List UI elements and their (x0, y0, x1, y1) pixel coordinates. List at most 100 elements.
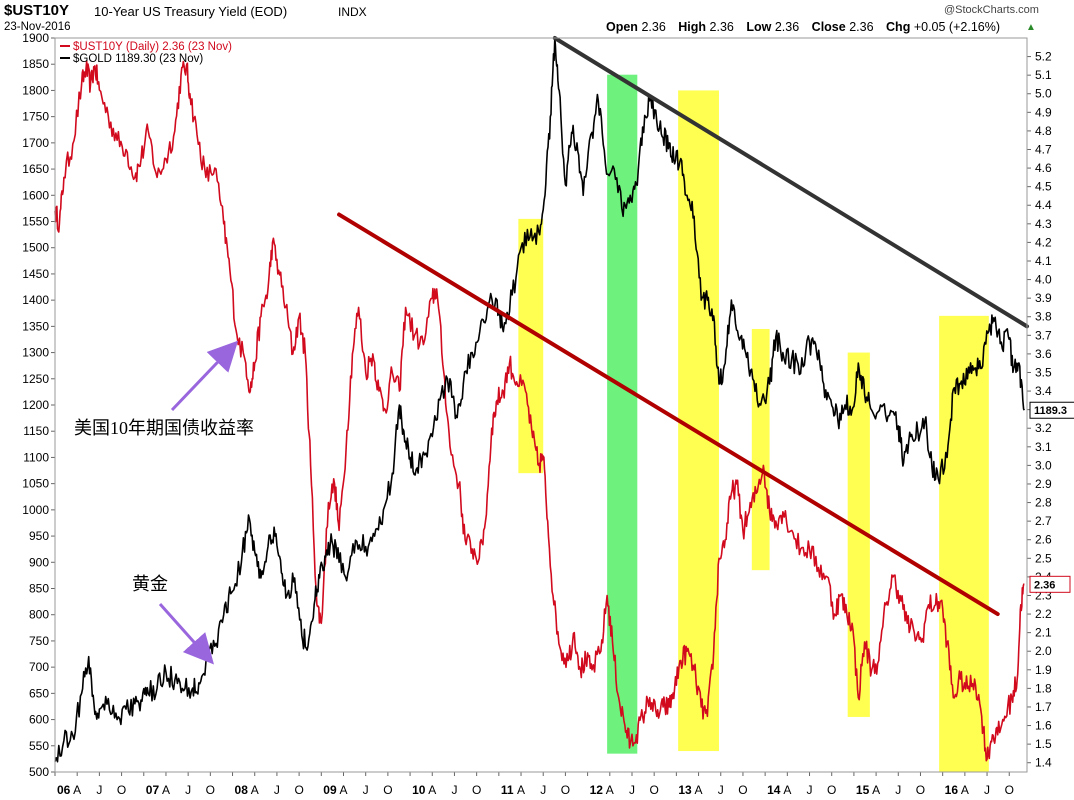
right-axis-tick-label: 4.8 (1035, 124, 1052, 138)
left-axis-tick-label: 1100 (23, 450, 49, 464)
stockcharts-credit[interactable]: @StockCharts.com (944, 4, 1039, 16)
x-axis-tick-label: A (73, 783, 81, 797)
left-axis-tick-label: 950 (29, 529, 49, 543)
x-axis-tick-label: J (451, 783, 457, 797)
low-label: Low (746, 20, 772, 34)
highlight-band-yellow (518, 218, 544, 474)
right-axis-tick-label: 4.5 (1035, 180, 1052, 194)
x-axis-tick-label: J (185, 783, 191, 797)
left-axis-tick-label: 1700 (22, 136, 49, 150)
left-axis-tick-label: 600 (29, 713, 49, 727)
highlight-band-yellow (678, 90, 719, 752)
gold-line (54, 37, 1025, 763)
plot-frame (54, 37, 1028, 773)
chg-label: Chg (886, 20, 911, 34)
yield-annotation-label: 美国10年期国债收益率 (74, 414, 254, 440)
yield-last-value-tag (1029, 575, 1071, 593)
right-axis-tick-label: 4.7 (1035, 142, 1052, 156)
left-axis: 500 550 600 650 700 750 800 850 900 950 1000 1050 11… (22, 31, 55, 779)
right-axis-tick-label: 4.4 (1035, 198, 1052, 212)
high-value: 2.36 (709, 20, 734, 34)
right-axis-tick-label: 3.8 (1035, 310, 1052, 324)
x-axis-tick-label: A (783, 783, 791, 797)
x-axis-tick-label: 07 (146, 783, 160, 797)
right-axis-tick-label: 2.7 (1035, 514, 1052, 528)
high-label: High (678, 20, 707, 34)
right-axis-tick-label: 3.4 (1035, 384, 1052, 398)
left-axis-tick-label: 700 (29, 660, 49, 674)
left-axis-tick-label: 1000 (22, 503, 49, 517)
right-axis-tick-label: 3.6 (1035, 347, 1052, 361)
chart-date: 23-Nov-2016 (4, 21, 71, 33)
highlight-band-yellow (751, 328, 770, 571)
right-axis-tick-label: 2.8 (1035, 496, 1052, 510)
left-axis-tick-label: 1050 (22, 477, 49, 491)
right-axis-tick-label: 1.5 (1035, 737, 1052, 751)
left-axis-tick-label: 1350 (22, 319, 49, 333)
x-axis-tick-label: O (561, 783, 570, 797)
left-axis-tick-label: 1750 (22, 110, 49, 124)
ohlc-readout: Open 2.36 High 2.36 Low 2.36 Close 2.36 … (606, 20, 1000, 34)
gold-annotation-arrow (158, 603, 214, 665)
left-axis-tick-label: 750 (29, 634, 49, 648)
right-axis-tick-label: 4.1 (1035, 254, 1052, 268)
open-value: 2.36 (641, 20, 666, 34)
x-axis-tick-label: A (339, 783, 347, 797)
x-axis-tick-label: O (827, 783, 836, 797)
x-axis-tick-label: J (363, 783, 369, 797)
legend-entry: $GOLD 1189.30 (23 Nov) (73, 53, 203, 65)
x-axis-tick-label: J (984, 783, 990, 797)
x-axis-tick-label: J (540, 783, 546, 797)
x-axis-tick-label: O (916, 783, 925, 797)
x-axis-tick-label: 10 (412, 783, 426, 797)
x-axis: 06 A J O 07 A J O 08 A J O 09 A J O 10 A J O 11 A J O 12 A J O 13 A J O… (54, 772, 1014, 797)
ust10y-line (54, 60, 1025, 762)
x-axis-tick-label: O (294, 783, 303, 797)
left-axis-tick-label: 1300 (22, 346, 49, 360)
right-axis-tick-label: 4.3 (1035, 217, 1052, 231)
x-axis-tick-label: J (895, 783, 901, 797)
gold-last-value: 1189.3 (1034, 405, 1067, 417)
right-axis-tick-label: 3.9 (1035, 291, 1052, 305)
right-axis-tick-label: 3.7 (1035, 328, 1052, 342)
x-axis-tick-label: 09 (323, 783, 337, 797)
x-axis-tick-label: 13 (678, 783, 692, 797)
x-axis-tick-label: 12 (590, 783, 604, 797)
x-axis-tick-label: 15 (856, 783, 870, 797)
yield-annotation-arrow (170, 340, 239, 412)
right-axis-tick-label: 4.2 (1035, 235, 1052, 249)
right-axis-tick-label: 4.0 (1035, 273, 1052, 287)
close-label: Close (811, 20, 846, 34)
x-axis-tick-label: 06 (57, 783, 71, 797)
left-axis-tick-label: 900 (29, 555, 49, 569)
low-value: 2.36 (774, 20, 800, 34)
annotation-arrows (158, 340, 239, 665)
left-axis-tick-label: 1600 (22, 188, 49, 202)
right-axis-tick-label: 5.2 (1035, 50, 1052, 64)
right-axis-tick-label: 1.7 (1035, 700, 1052, 714)
right-axis-tick-label: 4.6 (1035, 161, 1052, 175)
x-axis-tick-label: 14 (767, 783, 781, 797)
right-axis-tick-label: 2.6 (1035, 533, 1052, 547)
x-axis-tick-label: A (517, 783, 525, 797)
series-lines (54, 37, 1025, 763)
left-axis-tick-label: 550 (29, 739, 49, 753)
right-axis-tick-label: 4.9 (1035, 105, 1052, 119)
highlight-bands (518, 74, 989, 772)
left-axis-tick-label: 1400 (22, 293, 49, 307)
x-axis-tick-label: J (718, 783, 724, 797)
x-axis-tick-label: O (650, 783, 659, 797)
left-axis-tick-label: 1450 (22, 267, 49, 281)
right-axis-tick-label: 3.2 (1035, 421, 1052, 435)
left-axis-tick-label: 1650 (22, 162, 49, 176)
right-axis-tick-label: 2.9 (1035, 477, 1052, 491)
x-axis-tick-label: A (695, 783, 703, 797)
right-axis-tick-label: 2.2 (1035, 607, 1052, 621)
left-axis-tick-label: 500 (29, 765, 49, 779)
right-axis-tick-label: 2.0 (1035, 644, 1052, 658)
gold-last-value-tag (1029, 401, 1074, 419)
left-axis-tick-label: 1250 (22, 372, 49, 386)
left-axis-tick-label: 1500 (22, 241, 49, 255)
highlight-band-green (607, 74, 638, 754)
right-axis-tick-label: 1.9 (1035, 663, 1052, 677)
